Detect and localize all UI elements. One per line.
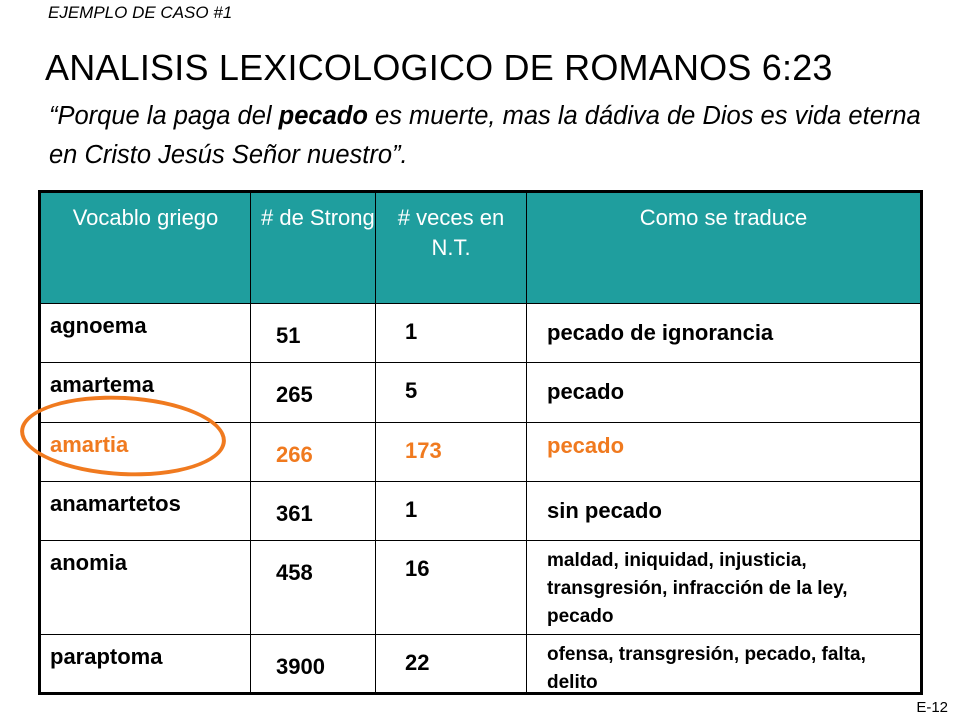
table-header-row: Vocablo griego # de Strong # veces en N.… <box>39 191 922 304</box>
verse-text-before: “Porque la paga del <box>49 102 279 130</box>
greek-word: anomia <box>50 550 128 576</box>
translation: pecado <box>547 432 625 458</box>
translation: maldad, iniquidad, injusticia, transgres… <box>547 550 848 628</box>
table-row: amartema 265 5 pecado <box>39 362 922 423</box>
table-row: agnoema 51 1 pecado de ignorancia <box>39 302 922 364</box>
strong-number: 3900 <box>276 653 325 679</box>
translation: sin pecado <box>547 498 662 524</box>
page-title: ANALISIS LEXICOLOGICO DE ROMANOS 6:23 <box>45 47 833 88</box>
table-row: anamartetos 361 1 sin pecado <box>39 481 922 542</box>
lexicon-table: Vocablo griego # de Strong # veces en N.… <box>38 190 923 695</box>
translation: ofensa, transgresión, pecado, falta, del… <box>547 643 866 693</box>
strong-number: 265 <box>276 382 313 408</box>
verse-highlight-word: pecado <box>278 102 368 130</box>
greek-word: amartema <box>50 372 154 398</box>
header-count: # veces en N.T. <box>375 191 527 304</box>
strong-number: 361 <box>276 501 313 527</box>
greek-word: agnoema <box>50 313 147 338</box>
occurrence-count: 1 <box>405 497 418 523</box>
verse-quote: “Porque la paga del pecado es muerte, ma… <box>49 97 929 175</box>
header-word: Vocablo griego <box>39 191 251 304</box>
translation: pecado <box>547 379 625 405</box>
strong-number: 266 <box>276 441 313 467</box>
occurrence-count: 1 <box>405 319 418 344</box>
header-strong: # de Strong <box>250 191 376 304</box>
verse-text-after: es muerte, mas la dádiva de Dios es vida… <box>49 102 921 169</box>
strong-number: 51 <box>276 323 301 348</box>
occurrence-count: 16 <box>405 556 430 582</box>
greek-word: anamartetos <box>50 491 181 517</box>
table-row: paraptoma 3900 22 ofensa, transgresión, … <box>39 633 922 695</box>
header-translation: Como se traduce <box>526 191 922 304</box>
case-label: EJEMPLO DE CASO #1 <box>48 3 233 22</box>
greek-word: paraptoma <box>50 643 163 669</box>
strong-number: 458 <box>276 560 313 586</box>
greek-word: amartia <box>50 431 129 457</box>
page-code: E-12 <box>916 699 948 716</box>
occurrence-count: 22 <box>405 649 430 675</box>
occurrence-count: 173 <box>405 437 442 463</box>
occurrence-count: 5 <box>405 378 418 404</box>
table-row: anomia 458 16 maldad, iniquidad, injusti… <box>39 540 922 635</box>
translation: pecado de ignorancia <box>547 320 774 345</box>
